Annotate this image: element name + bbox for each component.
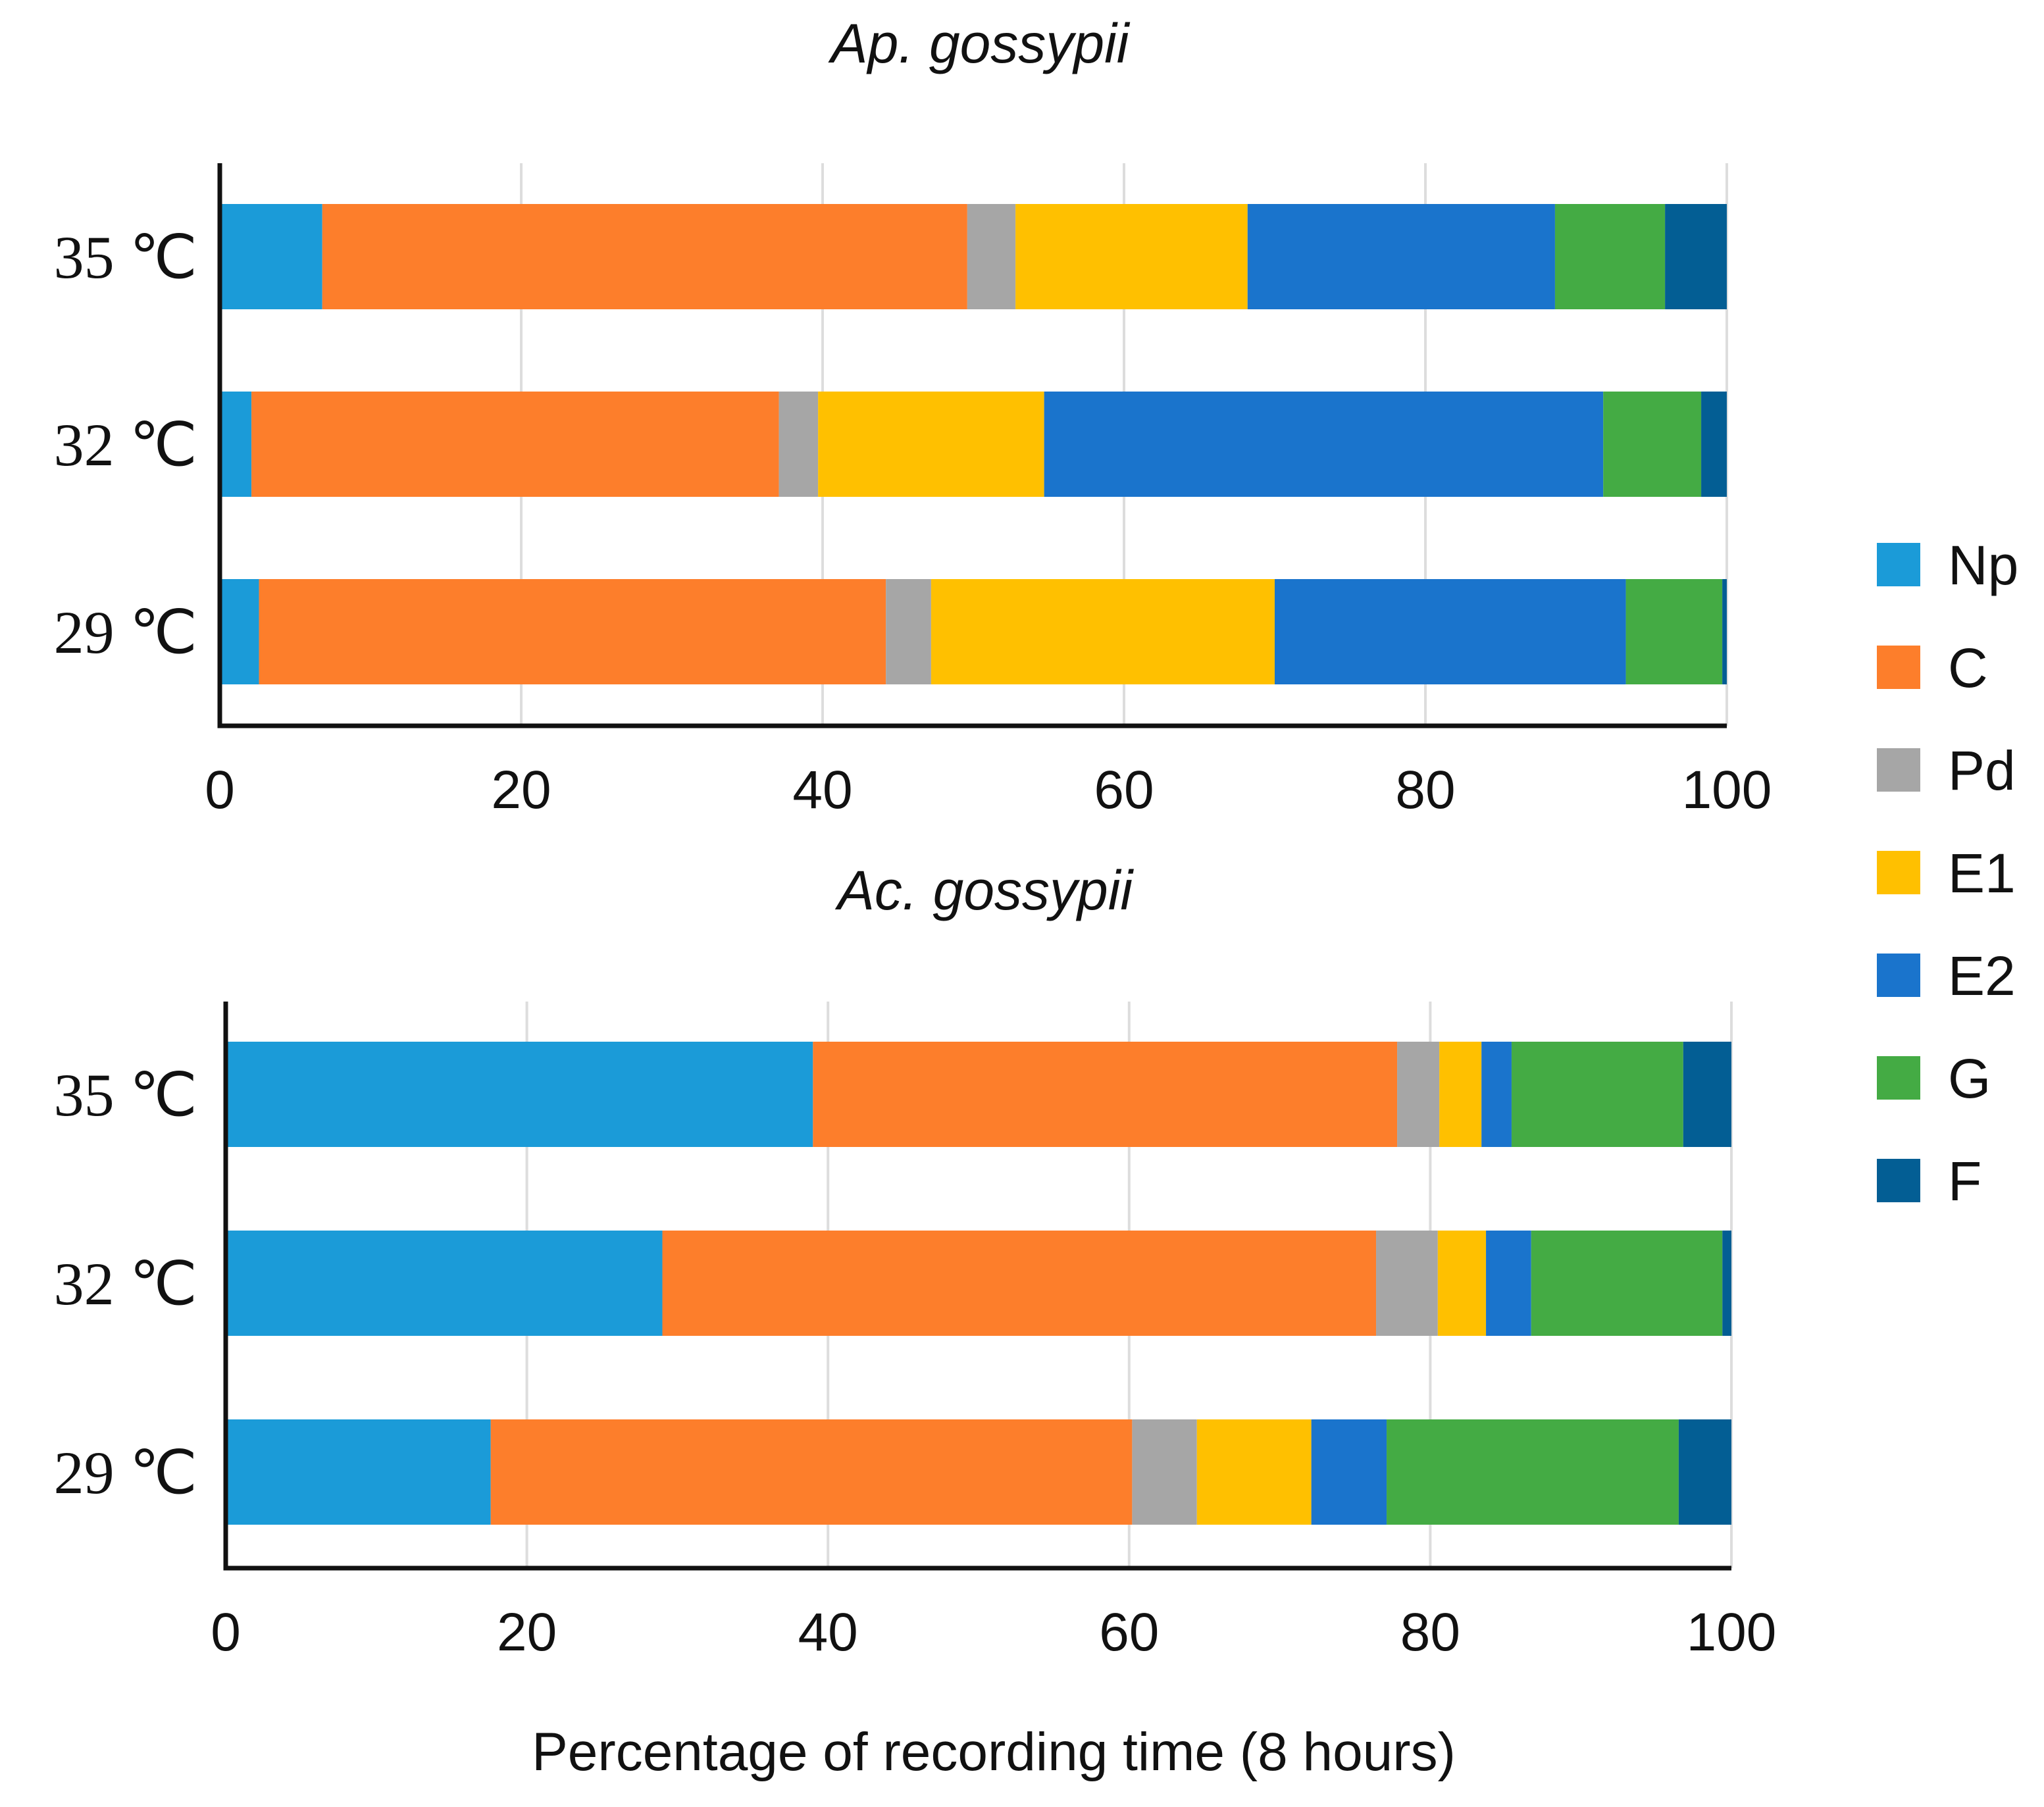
bar-segment-np [220,392,252,497]
bar-segment-e1 [1437,1231,1487,1336]
panel-title: Ap. gossypii [828,13,1131,74]
bar-segment-e1 [1439,1042,1482,1147]
legend-swatch [1877,646,1920,689]
legend-swatch [1877,1056,1920,1100]
bar-segment-np [226,1231,663,1336]
bar-segment-pd [1132,1419,1197,1525]
legend-swatch [1877,543,1920,586]
axis-line [217,163,1727,728]
x-tick-label: 100 [1687,1602,1777,1662]
bar-segment-np [220,579,259,684]
axis-line [223,1002,1731,1571]
category-label: 35 ℃ [54,224,197,291]
bar-segment-e2 [1486,1231,1531,1336]
bar-segment-f [1678,1419,1731,1525]
legend-label: E1 [1948,842,2016,904]
x-tick-label: 40 [798,1602,858,1662]
bar-segment-e1 [1196,1419,1312,1525]
bar-segment-e1 [931,579,1275,684]
bar-segment-c [813,1042,1398,1147]
category-label: 35 ℃ [54,1061,197,1129]
x-tick-label: 80 [1395,760,1455,820]
bar-segment-f [1683,1042,1731,1147]
bar-segment-e1 [818,392,1044,497]
legend-label: Np [1948,534,2018,596]
bar-segment-e2 [1311,1419,1387,1525]
bar-segment-g [1511,1042,1683,1147]
bar-segment-c [662,1231,1377,1336]
bar-segment-g [1603,392,1702,497]
category-label: 29 ℃ [54,599,197,666]
x-tick-label: 0 [205,760,235,820]
bar-segment-g [1531,1231,1723,1336]
legend-label: F [1948,1150,1981,1212]
category-label: 32 ℃ [54,1250,197,1317]
legend-swatch [1877,851,1920,894]
bar-segment-pd [967,204,1016,309]
legend-swatch [1877,1159,1920,1202]
x-tick-label: 0 [211,1602,241,1662]
bar-segment-c [490,1419,1133,1525]
category-label: 29 ℃ [54,1439,197,1506]
legend-label: G [1948,1048,1991,1109]
bar-segment-g [1625,579,1723,684]
x-tick-label: 80 [1400,1602,1460,1662]
bar-segment-f [1722,1231,1731,1336]
bar-segment-pd [1376,1231,1438,1336]
x-tick-label: 60 [1099,1602,1159,1662]
x-tick-label: 20 [497,1602,557,1662]
bar-segment-f [1665,204,1727,309]
panel-title: Ac. gossypii [834,859,1135,921]
legend-label: Pd [1948,740,2016,802]
bar-segment-c [251,392,779,497]
bar-segment-g [1554,204,1666,309]
x-tick-label: 40 [792,760,852,820]
bar-segment-e2 [1247,204,1555,309]
legend-label: E2 [1948,945,2016,1007]
legend-swatch [1877,954,1920,997]
bar-segment-e2 [1481,1042,1512,1147]
bar-segment-e2 [1275,579,1626,684]
bar-segment-pd [1397,1042,1440,1147]
bar-segment-f [1701,392,1727,497]
bar-segment-c [259,579,886,684]
legend-label: C [1948,637,1988,699]
bar-segment-c [322,204,967,309]
bar-segment-np [220,204,322,309]
bar-segment-f [1722,579,1727,684]
legend-swatch [1877,748,1920,792]
bar-segment-pd [779,392,819,497]
bar-segment-e1 [1015,204,1248,309]
x-axis-title: Percentage of recording time (8 hours) [532,1722,1456,1782]
category-label: 32 ℃ [54,411,197,478]
bar-segment-g [1387,1419,1679,1525]
bar-segment-np [226,1042,813,1147]
bar-segment-e2 [1044,392,1604,497]
bar-segment-pd [886,579,931,684]
x-tick-label: 60 [1094,760,1154,820]
bar-segment-np [226,1419,491,1525]
x-tick-label: 20 [491,760,551,820]
x-tick-label: 100 [1682,760,1772,820]
